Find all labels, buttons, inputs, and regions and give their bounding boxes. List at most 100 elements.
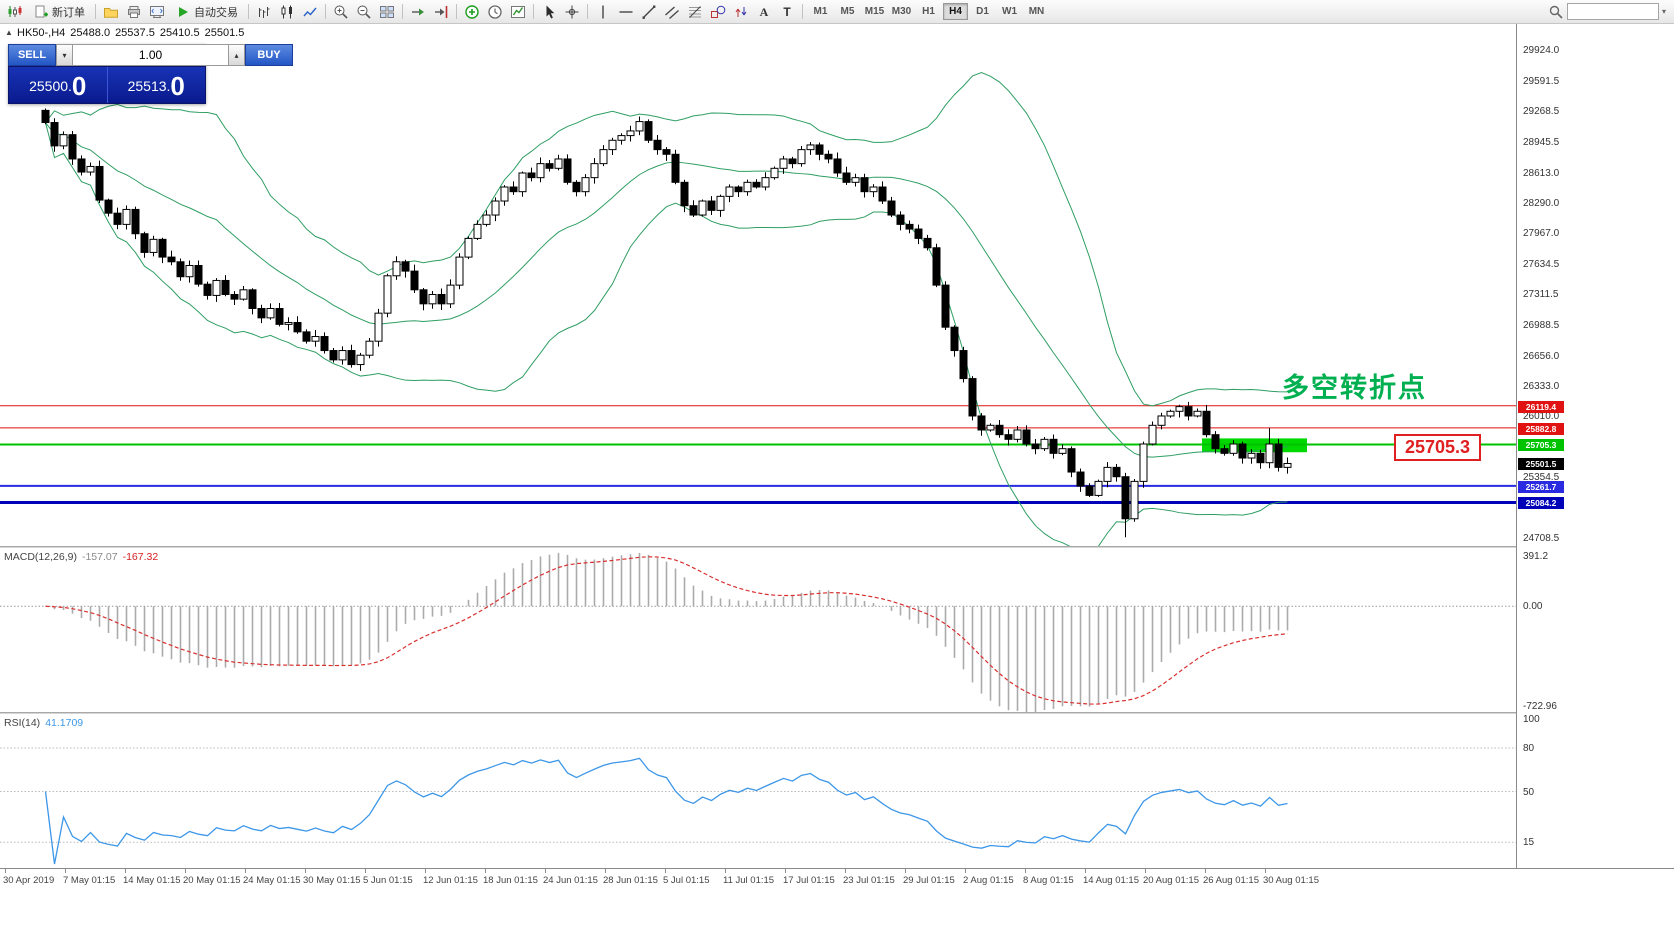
price-axis-label: 26656.0 bbox=[1523, 350, 1560, 362]
time-axis-label: 5 Jun 01:15 bbox=[363, 875, 413, 886]
zoom-out-button[interactable] bbox=[353, 2, 375, 22]
candlestick-chart-button[interactable] bbox=[276, 2, 298, 22]
rsi-canvas[interactable] bbox=[0, 715, 1516, 868]
auto-scroll-icon bbox=[412, 8, 424, 15]
trendline-icon bbox=[642, 5, 656, 19]
time-axis-label: 20 Aug 01:15 bbox=[1143, 875, 1199, 886]
panel-splitter[interactable] bbox=[0, 546, 1674, 549]
time-axis-tick bbox=[185, 869, 186, 873]
rsi-scale-label: 80 bbox=[1523, 743, 1535, 754]
timeframe-button-M30[interactable]: M30 bbox=[891, 6, 912, 17]
search-dropdown-icon[interactable]: ▾ bbox=[1661, 7, 1666, 16]
text-label-icon: T bbox=[783, 5, 791, 19]
indicators-button[interactable] bbox=[461, 2, 483, 22]
macd-title: MACD(12,26,9) -157.07 -167.32 bbox=[4, 551, 159, 563]
ohlc-high: 25537.5 bbox=[115, 27, 155, 39]
turning-point-annotation[interactable]: 多空转折点 bbox=[1282, 373, 1427, 403]
trendline-button[interactable] bbox=[638, 2, 660, 22]
text-label-button[interactable]: T bbox=[776, 2, 798, 22]
toolbar-search: ▾ bbox=[1548, 3, 1670, 20]
time-axis-label: 30 Apr 2019 bbox=[3, 875, 55, 886]
toolbar-separator bbox=[456, 4, 457, 19]
search-input[interactable] bbox=[1566, 3, 1659, 20]
auto-scroll-button[interactable] bbox=[407, 2, 429, 22]
channel-button[interactable] bbox=[661, 2, 683, 22]
fibonacci-button[interactable] bbox=[684, 2, 706, 22]
chart-shift-icon bbox=[435, 5, 448, 18]
buy-button[interactable]: BUY bbox=[245, 44, 293, 66]
time-axis[interactable]: 30 Apr 2019 7 May 01:15 14 May 01:15 20 May… bbox=[0, 868, 1674, 892]
macd-scale-label: -722.96 bbox=[1523, 701, 1557, 712]
auto-trading-button[interactable]: 自动交易 bbox=[169, 2, 244, 22]
line-chart-button[interactable] bbox=[299, 2, 321, 22]
cursor-button[interactable] bbox=[538, 2, 560, 22]
timeframe-button-D1[interactable]: D1 bbox=[976, 6, 989, 17]
one-click-trading-toggle-icon[interactable]: ▲ bbox=[5, 28, 13, 37]
arrows-button[interactable] bbox=[730, 2, 752, 22]
chart-ohlc-info: HK50-,H4 25488.0 25537.5 25410.5 25501.5 bbox=[17, 27, 249, 39]
macd-canvas[interactable] bbox=[0, 549, 1516, 713]
main-toolbar: 新订单 自动交易 A T M1 M5 M15 M30 H1 H4 D1 W1 MN ▾ bbox=[0, 0, 1674, 24]
panel-splitter[interactable] bbox=[0, 712, 1674, 715]
timeframe-button-MN[interactable]: MN bbox=[1028, 6, 1045, 17]
time-axis-tick bbox=[425, 869, 426, 873]
print-button[interactable] bbox=[123, 2, 145, 22]
buy-price-big-digit: 0 bbox=[170, 71, 185, 101]
timeframe-button-M1[interactable]: M1 bbox=[813, 6, 828, 17]
time-axis-label: 30 May 01:15 bbox=[303, 875, 361, 886]
cursor-icon bbox=[546, 5, 555, 18]
volume-input[interactable] bbox=[73, 44, 228, 66]
metaeditor-button[interactable] bbox=[146, 2, 168, 22]
timeframe-button-W1[interactable]: W1 bbox=[1002, 6, 1017, 17]
play-icon bbox=[179, 6, 188, 17]
volume-increase-button[interactable]: ▴ bbox=[228, 44, 245, 66]
time-axis-label: 23 Jul 01:15 bbox=[843, 875, 895, 886]
time-axis-label: 20 May 01:15 bbox=[183, 875, 241, 886]
search-icon bbox=[1549, 5, 1563, 19]
macd-signal-value: -167.32 bbox=[122, 551, 159, 563]
price-line-tag: 25084.2 bbox=[1518, 497, 1564, 510]
new-order-button[interactable]: 新订单 bbox=[27, 2, 91, 22]
horizontal-line-button[interactable] bbox=[615, 2, 637, 22]
tile-windows-button[interactable] bbox=[376, 2, 398, 22]
periods-button[interactable] bbox=[484, 2, 506, 22]
line-chart-icon bbox=[303, 7, 317, 16]
price-axis-label: 27634.5 bbox=[1523, 259, 1560, 271]
sell-button[interactable]: SELL bbox=[8, 44, 56, 66]
price-axis-label: 24708.5 bbox=[1523, 532, 1560, 544]
price-axis-label: 29591.5 bbox=[1523, 76, 1560, 88]
volume-decrease-button[interactable]: ▾ bbox=[56, 44, 73, 66]
profiles-button[interactable] bbox=[100, 2, 122, 22]
chart-shift-button[interactable] bbox=[430, 2, 452, 22]
time-axis-label: 29 Jul 01:15 bbox=[903, 875, 955, 886]
time-axis-label: 14 Aug 01:15 bbox=[1083, 875, 1139, 886]
current-price-tag: 25501.5 bbox=[1518, 458, 1564, 471]
timeframe-button-M15[interactable]: M15 bbox=[864, 6, 885, 17]
time-axis-tick bbox=[1265, 869, 1266, 873]
price-line-tag: 25261.7 bbox=[1518, 480, 1564, 493]
shapes-button[interactable] bbox=[707, 2, 729, 22]
price-axis[interactable]: 29924.0 29591.5 29268.5 28945.5 28613.0 28290… bbox=[1516, 24, 1674, 868]
templates-button[interactable] bbox=[507, 2, 529, 22]
price-level-callout[interactable]: 25705.3 bbox=[1394, 434, 1482, 461]
macd-scale-label: 0.00 bbox=[1523, 601, 1543, 613]
timeframe-button-H4[interactable]: H4 bbox=[943, 3, 968, 20]
buy-price-display[interactable]: 25513. 0 bbox=[108, 67, 206, 103]
time-axis-tick bbox=[605, 869, 606, 873]
time-axis-tick bbox=[1145, 869, 1146, 873]
zoom-in-button[interactable] bbox=[330, 2, 352, 22]
macd-main-value: -157.07 bbox=[81, 551, 118, 563]
toolbar-separator bbox=[95, 4, 96, 19]
time-axis-label: 17 Jul 01:15 bbox=[783, 875, 835, 886]
price-chart-canvas[interactable] bbox=[0, 24, 1516, 546]
price-axis-label: 28613.0 bbox=[1523, 167, 1560, 179]
crosshair-button[interactable] bbox=[561, 2, 583, 22]
timeframe-button-M5[interactable]: M5 bbox=[840, 6, 855, 17]
sell-price-display[interactable]: 25500. 0 bbox=[9, 67, 108, 103]
new-chart-button[interactable] bbox=[4, 2, 26, 22]
timeframe-button-H1[interactable]: H1 bbox=[922, 6, 935, 17]
text-button[interactable]: A bbox=[753, 2, 775, 22]
bar-chart-button[interactable] bbox=[253, 2, 275, 22]
price-axis-label: 28945.5 bbox=[1523, 136, 1560, 148]
vertical-line-button[interactable] bbox=[592, 2, 614, 22]
